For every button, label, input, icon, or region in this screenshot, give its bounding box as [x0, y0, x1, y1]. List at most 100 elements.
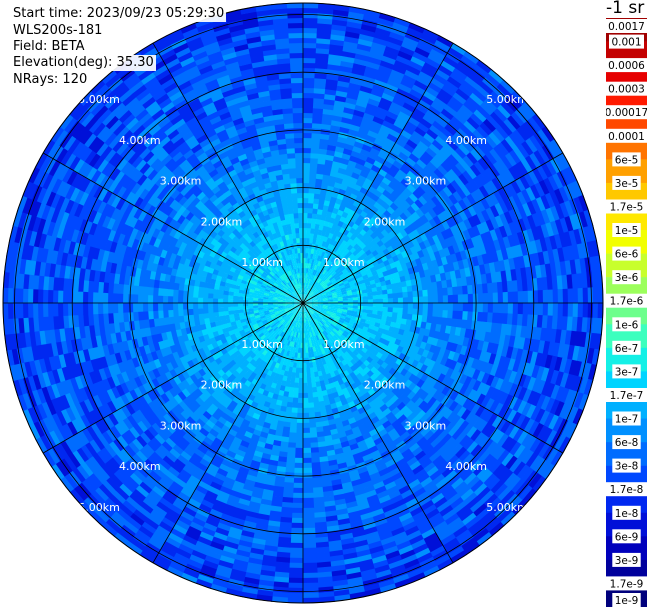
ppi-cell — [481, 384, 491, 397]
ppi-cell — [376, 185, 386, 194]
ppi-cell — [376, 106, 389, 116]
ppi-cell — [468, 132, 482, 146]
ppi-cell — [416, 42, 433, 54]
ppi-cell — [292, 321, 296, 327]
ppi-cell — [172, 523, 188, 536]
ppi-cell — [587, 224, 597, 243]
ppi-cell — [549, 399, 561, 416]
ppi-cell — [326, 293, 333, 297]
ppi-cell — [445, 217, 455, 229]
ppi-cell — [327, 305, 334, 308]
ppi-cell — [270, 382, 277, 389]
ppi-cell — [425, 109, 439, 122]
ppi-cell — [315, 421, 323, 428]
ppi-cell — [452, 294, 459, 304]
ppi-cell — [76, 447, 89, 463]
ppi-cell — [336, 261, 343, 268]
ppi-cell — [320, 311, 327, 315]
ppi-cell — [362, 296, 369, 300]
ppi-cell — [282, 426, 291, 433]
ppi-cell — [467, 284, 474, 295]
ppi-cell — [437, 382, 447, 394]
ppi-cell — [285, 329, 290, 335]
ppi-cell — [338, 263, 345, 270]
ppi-cell — [326, 525, 340, 533]
ppi-cell — [291, 341, 295, 348]
ppi-cell — [526, 376, 537, 392]
ppi-cell — [173, 552, 190, 564]
ppi-cell — [414, 46, 431, 59]
ppi-cell — [466, 476, 481, 490]
ppi-cell — [314, 275, 319, 282]
ppi-cell — [115, 450, 129, 465]
ppi-cell — [422, 296, 429, 304]
ppi-cell — [155, 385, 165, 396]
ppi-cell — [455, 431, 467, 444]
ppi-cell — [420, 276, 427, 285]
ppi-cell — [486, 497, 502, 512]
ppi-cell — [416, 226, 425, 236]
ppi-cell — [269, 505, 282, 513]
ppi-cell — [390, 494, 404, 505]
ppi-cell — [302, 212, 308, 219]
ppi-cell — [373, 274, 380, 280]
ppi-cell — [554, 401, 565, 418]
ppi-cell — [132, 508, 148, 522]
ppi-cell — [287, 391, 294, 398]
ppi-cell — [302, 162, 311, 169]
ppi-cell — [355, 461, 367, 470]
ppi-cell — [437, 64, 454, 77]
ppi-cell — [323, 315, 330, 320]
ppi-cell — [306, 306, 311, 311]
ppi-cell — [289, 547, 304, 554]
ppi-cell — [386, 316, 393, 322]
ppi-cell — [577, 287, 584, 304]
ppi-cell — [515, 325, 523, 338]
ppi-cell — [405, 474, 418, 486]
ppi-cell — [229, 462, 241, 472]
ppi-cell — [312, 264, 316, 270]
ppi-cell — [302, 487, 314, 494]
ppi-cell — [355, 549, 371, 558]
ppi-cell — [363, 436, 374, 446]
ppi-cell — [267, 359, 274, 366]
ppi-cell — [397, 462, 410, 473]
ppi-cell — [490, 376, 500, 389]
ppi-cell — [529, 437, 542, 454]
ppi-cell — [326, 373, 332, 380]
ppi-cell — [571, 316, 578, 333]
ppi-cell — [315, 340, 320, 347]
ppi-cell — [88, 438, 101, 454]
ppi-cell — [322, 263, 328, 270]
ppi-cell — [302, 192, 309, 199]
ppi-cell — [327, 459, 338, 467]
ppi-cell — [299, 307, 302, 313]
ppi-cell — [315, 265, 320, 271]
ppi-cell — [319, 138, 330, 145]
ppi-cell — [399, 405, 410, 415]
ppi-cell — [368, 275, 375, 282]
ppi-cell — [485, 386, 496, 399]
ppi-cell — [524, 470, 539, 487]
ppi-cell — [449, 326, 457, 336]
ppi-cell — [310, 377, 316, 383]
ppi-cell — [449, 270, 457, 280]
ppi-cell — [310, 142, 320, 149]
ppi-cell — [496, 158, 509, 173]
ppi-cell — [363, 112, 376, 122]
ppi-cell — [205, 467, 217, 478]
ppi-cell — [372, 36, 389, 47]
ppi-cell — [322, 308, 328, 311]
ppi-cell — [427, 289, 434, 297]
ppi-cell — [517, 291, 524, 304]
ppi-cell — [327, 180, 336, 188]
ppi-cell — [51, 412, 63, 429]
ppi-cell — [285, 311, 291, 315]
ppi-cell — [314, 526, 328, 534]
ppi-cell — [279, 446, 289, 453]
ppi-cell — [449, 225, 459, 237]
ppi-cell — [400, 516, 415, 528]
ppi-cell — [498, 200, 510, 214]
ppi-cell — [378, 64, 394, 75]
ppi-cell — [529, 152, 542, 169]
